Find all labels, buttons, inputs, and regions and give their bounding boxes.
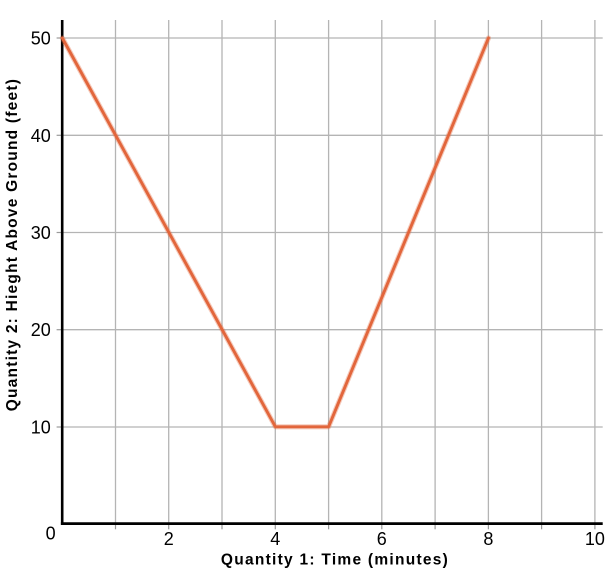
svg-text:6: 6: [377, 529, 387, 549]
svg-text:50: 50: [31, 29, 51, 49]
svg-text:4: 4: [270, 529, 280, 549]
svg-text:40: 40: [31, 126, 51, 146]
svg-text:Quantity 2: Hieght Above Groun: Quantity 2: Hieght Above Ground (feet): [4, 78, 21, 411]
svg-text:10: 10: [31, 418, 51, 438]
svg-text:30: 30: [31, 223, 51, 243]
svg-text:2: 2: [164, 529, 174, 549]
svg-text:8: 8: [483, 529, 493, 549]
svg-text:10: 10: [585, 529, 605, 549]
svg-text:20: 20: [31, 320, 51, 340]
svg-text:Quantity 1: Time (minutes): Quantity 1: Time (minutes): [221, 551, 449, 568]
svg-text:0: 0: [46, 523, 56, 543]
